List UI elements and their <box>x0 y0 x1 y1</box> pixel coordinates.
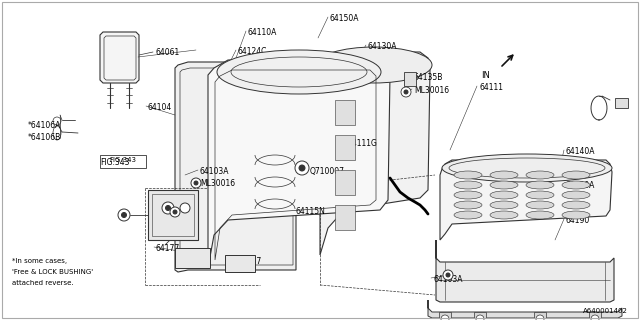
Polygon shape <box>534 312 546 318</box>
Text: 64103A: 64103A <box>200 167 230 176</box>
Ellipse shape <box>526 201 554 209</box>
Ellipse shape <box>404 90 408 94</box>
Ellipse shape <box>442 154 612 182</box>
Text: Q710007: Q710007 <box>310 167 345 176</box>
Ellipse shape <box>490 211 518 219</box>
Text: 64111G: 64111G <box>348 139 378 148</box>
Text: 64061: 64061 <box>155 48 179 57</box>
Ellipse shape <box>562 181 590 189</box>
Ellipse shape <box>299 165 305 171</box>
Text: 64124C: 64124C <box>238 47 268 56</box>
Ellipse shape <box>490 201 518 209</box>
Text: 'Free & LOCK BUSHING': 'Free & LOCK BUSHING' <box>12 269 93 275</box>
Text: 64190: 64190 <box>566 216 590 225</box>
Ellipse shape <box>401 87 411 97</box>
Polygon shape <box>175 62 296 272</box>
Ellipse shape <box>490 191 518 199</box>
Polygon shape <box>474 312 486 318</box>
Ellipse shape <box>162 202 174 214</box>
Ellipse shape <box>122 212 127 218</box>
Ellipse shape <box>446 273 450 277</box>
Ellipse shape <box>562 191 590 199</box>
Ellipse shape <box>454 211 482 219</box>
Text: *64106A: *64106A <box>28 121 61 130</box>
Ellipse shape <box>536 315 544 320</box>
Text: 64115N: 64115N <box>296 207 326 216</box>
Text: IN: IN <box>481 71 490 80</box>
Ellipse shape <box>180 203 190 213</box>
Polygon shape <box>335 205 355 230</box>
Ellipse shape <box>454 191 482 199</box>
Polygon shape <box>335 135 355 160</box>
Text: 64150A: 64150A <box>330 14 360 23</box>
Text: 64120A: 64120A <box>566 181 595 190</box>
Ellipse shape <box>490 181 518 189</box>
Polygon shape <box>436 240 614 302</box>
Text: FIG.343: FIG.343 <box>100 158 129 167</box>
Polygon shape <box>225 255 255 272</box>
Text: 64110A: 64110A <box>248 28 277 37</box>
Ellipse shape <box>526 191 554 199</box>
Polygon shape <box>100 32 139 83</box>
Text: *64106B: *64106B <box>28 133 61 142</box>
Text: 64177: 64177 <box>237 257 261 266</box>
Text: ML30016: ML30016 <box>200 179 235 188</box>
Text: A640001402: A640001402 <box>583 308 628 314</box>
Polygon shape <box>404 72 416 86</box>
Ellipse shape <box>441 315 449 320</box>
Ellipse shape <box>454 201 482 209</box>
Text: 64177: 64177 <box>156 244 180 253</box>
Ellipse shape <box>316 47 432 83</box>
Text: FIG.343: FIG.343 <box>109 157 136 163</box>
Ellipse shape <box>562 201 590 209</box>
Ellipse shape <box>526 211 554 219</box>
Polygon shape <box>615 98 628 108</box>
Polygon shape <box>589 312 601 318</box>
Ellipse shape <box>217 50 381 94</box>
Ellipse shape <box>562 211 590 219</box>
Text: 64135B: 64135B <box>414 73 444 82</box>
Polygon shape <box>335 100 355 125</box>
Ellipse shape <box>454 181 482 189</box>
Text: attached reverse.: attached reverse. <box>12 280 74 286</box>
Ellipse shape <box>490 171 518 179</box>
Ellipse shape <box>476 315 484 320</box>
Ellipse shape <box>443 270 453 280</box>
Text: 64140A: 64140A <box>566 147 595 156</box>
Polygon shape <box>208 60 390 268</box>
Text: 64103A: 64103A <box>433 275 463 284</box>
Ellipse shape <box>526 181 554 189</box>
Ellipse shape <box>118 209 130 221</box>
Ellipse shape <box>173 210 177 214</box>
Text: *In some cases,: *In some cases, <box>12 258 67 264</box>
Ellipse shape <box>194 181 198 185</box>
Polygon shape <box>440 160 612 240</box>
Polygon shape <box>148 190 198 240</box>
Polygon shape <box>175 248 210 268</box>
Text: 64104: 64104 <box>148 103 172 112</box>
Polygon shape <box>428 300 622 318</box>
Polygon shape <box>439 312 451 318</box>
Text: 64111: 64111 <box>479 83 503 92</box>
Ellipse shape <box>454 171 482 179</box>
Ellipse shape <box>166 205 170 211</box>
Ellipse shape <box>295 161 309 175</box>
Ellipse shape <box>526 171 554 179</box>
Text: ML30016: ML30016 <box>414 86 449 95</box>
Ellipse shape <box>170 207 180 217</box>
Text: 64130A: 64130A <box>368 42 397 51</box>
Polygon shape <box>335 170 355 195</box>
Ellipse shape <box>562 171 590 179</box>
Ellipse shape <box>191 178 201 188</box>
Polygon shape <box>320 52 430 255</box>
Ellipse shape <box>591 315 599 320</box>
